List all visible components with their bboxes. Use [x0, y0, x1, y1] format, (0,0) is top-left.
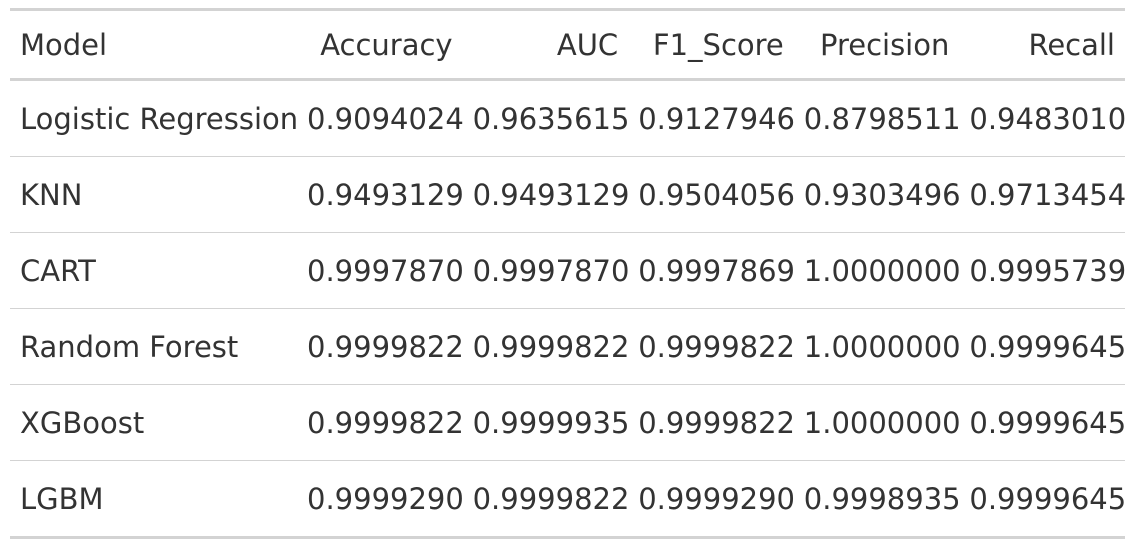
- cell-accuracy: 0.9094024: [297, 79, 464, 157]
- cell-precision: 0.8798511: [793, 79, 961, 157]
- cell-precision: 1.0000000: [793, 384, 961, 461]
- header-recall: Recall: [1028, 27, 1115, 62]
- table-row: Logistic Regression 0.9094024 0.9635615 …: [10, 79, 1126, 157]
- cell-recall: 0.9999645: [959, 460, 1126, 539]
- cell-recall: 0.9999645: [959, 308, 1126, 385]
- cell-accuracy: 0.9999822: [297, 384, 464, 461]
- cell-precision: 0.9998935: [793, 460, 961, 539]
- cell-recall: 0.9995739: [959, 232, 1126, 309]
- cell-f1-score: 0.9504056: [628, 156, 795, 233]
- table-header-row: Model Accuracy AUC F1_Score Precision Re…: [10, 9, 1125, 80]
- cell-accuracy: 0.9493129: [297, 156, 464, 233]
- header-f1-score: F1_Score: [652, 27, 784, 62]
- cell-recall: 0.9483010: [959, 79, 1126, 157]
- header-auc: AUC: [556, 27, 619, 62]
- table-row: LGBM 0.9999290 0.9999822 0.9999290 0.999…: [10, 460, 1126, 539]
- cell-f1-score: 0.9999290: [628, 460, 795, 539]
- model-metrics-table: Model Accuracy AUC F1_Score Precision Re…: [10, 8, 1126, 539]
- cell-model: XGBoost: [10, 384, 297, 461]
- cell-auc: 0.9635615: [462, 79, 629, 157]
- cell-model: CART: [10, 232, 297, 309]
- cell-auc: 0.9997870: [462, 232, 629, 309]
- cell-model: LGBM: [10, 460, 297, 539]
- cell-auc: 0.9999935: [462, 384, 629, 461]
- cell-model: Logistic Regression: [10, 79, 298, 157]
- cell-auc: 0.9999822: [462, 460, 629, 539]
- cell-auc: 0.9999822: [462, 308, 629, 385]
- cell-f1-score: 0.9997869: [628, 232, 795, 309]
- cell-accuracy: 0.9999290: [297, 460, 464, 539]
- cell-accuracy: 0.9997870: [297, 232, 464, 309]
- header-precision: Precision: [819, 27, 950, 62]
- cell-f1-score: 0.9999822: [628, 308, 795, 385]
- table-row: KNN 0.9493129 0.9493129 0.9504056 0.9303…: [10, 156, 1126, 233]
- cell-f1-score: 0.9999822: [628, 384, 795, 461]
- cell-precision: 1.0000000: [793, 232, 961, 309]
- table-row: XGBoost 0.9999822 0.9999935 0.9999822 1.…: [10, 384, 1126, 461]
- cell-f1-score: 0.9127946: [628, 79, 795, 157]
- cell-model: KNN: [10, 156, 297, 233]
- header-model: Model: [20, 27, 108, 62]
- table-row: CART 0.9997870 0.9997870 0.9997869 1.000…: [10, 232, 1126, 309]
- cell-precision: 0.9303496: [793, 156, 961, 233]
- cell-recall: 0.9713454: [959, 156, 1126, 233]
- cell-auc: 0.9493129: [462, 156, 629, 233]
- cell-precision: 1.0000000: [793, 308, 961, 385]
- cell-accuracy: 0.9999822: [297, 308, 464, 385]
- table-row: Random Forest 0.9999822 0.9999822 0.9999…: [10, 308, 1126, 385]
- cell-recall: 0.9999645: [959, 384, 1126, 461]
- cell-model: Random Forest: [10, 308, 297, 385]
- model-metrics-table-container: Model Accuracy AUC F1_Score Precision Re…: [10, 8, 1126, 539]
- header-accuracy: Accuracy: [320, 27, 453, 62]
